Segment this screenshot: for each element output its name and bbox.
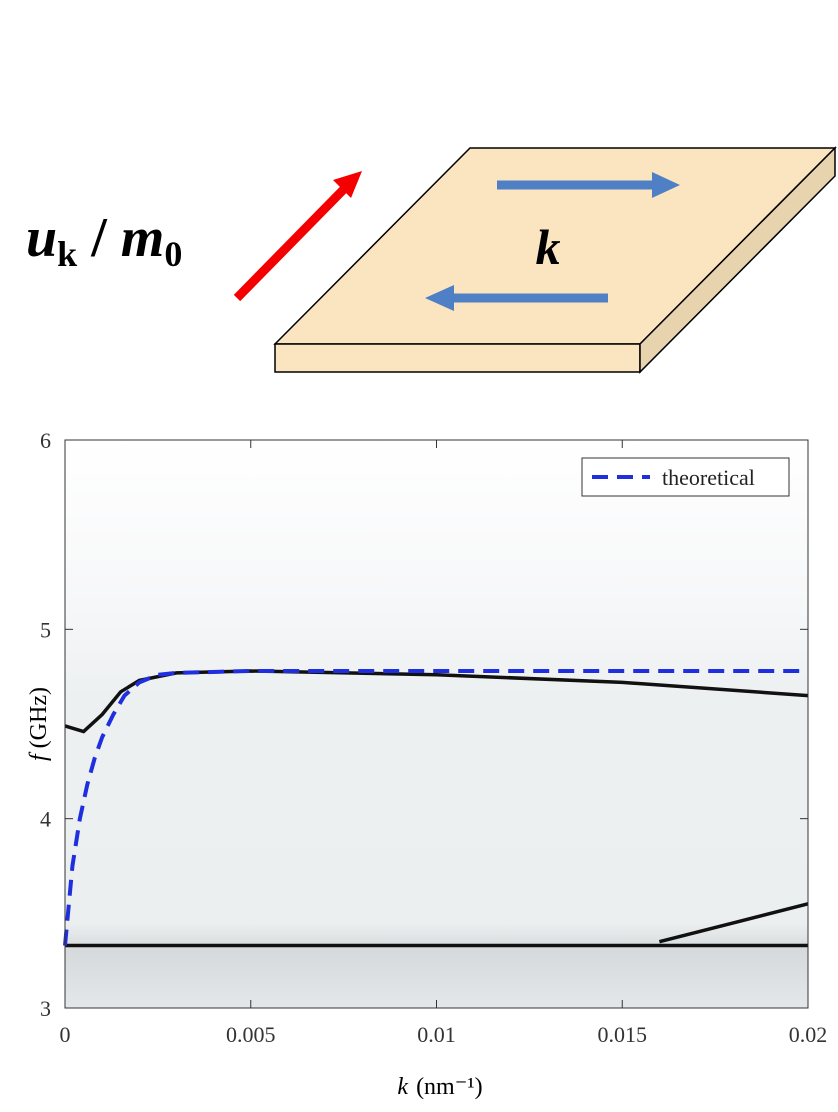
arrow-head [652, 172, 680, 198]
legend-label: theoretical [662, 465, 755, 490]
x-axis-label: k (nm⁻¹) [397, 1074, 482, 1100]
heatmap-background [65, 440, 808, 1008]
arrow-head [333, 171, 362, 198]
simulated-branch [658, 902, 809, 944]
y-tick-label: 6 [40, 428, 51, 453]
x-tick-label: 0 [60, 1022, 71, 1047]
y-axis-label: f (GHz) [26, 687, 52, 761]
x-tick-label: 0.02 [789, 1022, 828, 1047]
x-tick-label: 0.01 [417, 1022, 456, 1047]
unit: (nm⁻¹) [416, 1074, 483, 1100]
separator: / [77, 207, 121, 269]
plot [63, 668, 809, 948]
theoretical-line [63, 668, 808, 946]
x-tick-label: 0.015 [598, 1022, 648, 1047]
symbol: f [26, 751, 52, 761]
symbol: u [26, 207, 57, 269]
legend-box [581, 457, 790, 497]
field-label: uk / m0 [26, 207, 182, 274]
y-tick-label: 4 [40, 807, 51, 832]
wave-label: k [536, 219, 561, 275]
y-tick-label: 5 [40, 617, 51, 642]
symbol: m [121, 207, 165, 269]
subscript: k [57, 234, 77, 274]
arrow [233, 184, 349, 302]
x-tick-label: 0.005 [226, 1022, 276, 1047]
simulated-branch [64, 669, 809, 734]
y-tick-label: 3 [40, 996, 51, 1021]
slab-side [639, 146, 836, 374]
slab-front [274, 343, 641, 373]
unit: (GHz) [26, 687, 52, 748]
legend: theoretical [581, 457, 790, 497]
symbol: k [397, 1074, 408, 1100]
arrow-head [425, 285, 454, 311]
diagram: k uk / m0 [26, 146, 837, 374]
subscript: 0 [164, 234, 182, 274]
